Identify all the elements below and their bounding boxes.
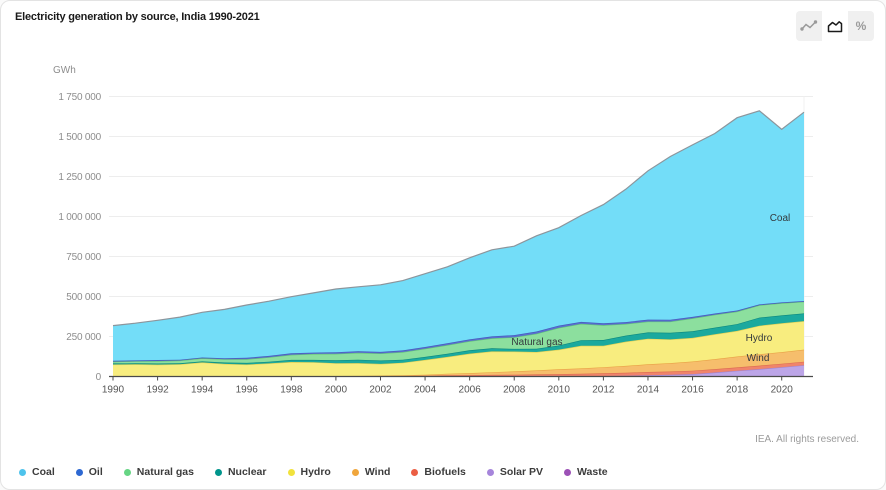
legend-item-nuclear[interactable]: Nuclear bbox=[214, 466, 267, 478]
y-tick-label: 1 500 000 bbox=[58, 132, 101, 143]
legend-label: Wind bbox=[364, 466, 391, 478]
x-tick-label: 1996 bbox=[236, 385, 259, 396]
y-tick-label: 750 000 bbox=[66, 252, 101, 263]
x-tick-label: 2010 bbox=[548, 385, 571, 396]
x-tick-label: 2014 bbox=[637, 385, 660, 396]
legend-item-solar-pv[interactable]: Solar PV bbox=[486, 466, 544, 478]
percent-button[interactable]: % bbox=[848, 11, 874, 41]
chart-legend: Coal Oil Natural gas Nuclear Hydro Wind Biofue… bbox=[19, 466, 608, 478]
legend-item-hydro[interactable]: Hydro bbox=[287, 466, 331, 478]
legend-item-biofuels[interactable]: Biofuels bbox=[411, 466, 466, 478]
x-tick-label: 2006 bbox=[459, 385, 482, 396]
solar-pv-legend-dot bbox=[486, 468, 494, 476]
area-chart-button[interactable] bbox=[822, 11, 848, 41]
legend-item-oil[interactable]: Oil bbox=[75, 466, 103, 478]
line-chart-button[interactable] bbox=[796, 11, 822, 41]
y-tick-label: 1 750 000 bbox=[58, 92, 101, 103]
x-tick-label: 2004 bbox=[414, 385, 437, 396]
stacked-area-chart[interactable]: 0 250 000 500 000 750 000 1 000 000 1 250 000… bbox=[1, 1, 886, 461]
legend-label: Waste bbox=[577, 466, 608, 478]
area-chart-icon bbox=[827, 21, 843, 33]
x-tick-label: 1990 bbox=[102, 385, 125, 396]
chart-mode-toolbar: % bbox=[796, 11, 874, 41]
x-tick-label: 2016 bbox=[681, 385, 704, 396]
page-title: Electricity generation by source, India … bbox=[15, 11, 260, 23]
wind-legend-dot bbox=[351, 468, 359, 476]
legend-label: Oil bbox=[88, 466, 103, 478]
copyright-note: IEA. All rights reserved. bbox=[755, 434, 859, 445]
x-tick-label: 1994 bbox=[191, 385, 214, 396]
legend-item-wind[interactable]: Wind bbox=[351, 466, 391, 478]
y-tick-label: 1 000 000 bbox=[58, 212, 101, 223]
legend-label: Coal bbox=[32, 466, 55, 478]
x-tick-label: 2012 bbox=[592, 385, 615, 396]
y-axis-unit-label: GWh bbox=[53, 65, 76, 76]
y-tick-label: 250 000 bbox=[66, 332, 101, 343]
legend-label: Biofuels bbox=[424, 466, 466, 478]
series-label-wind: Wind bbox=[747, 353, 770, 364]
y-tick-label: 1 250 000 bbox=[58, 172, 101, 183]
biofuels-legend-dot bbox=[411, 468, 419, 476]
natural-gas-legend-dot bbox=[123, 468, 131, 476]
percent-icon: % bbox=[855, 19, 867, 33]
oil-legend-dot bbox=[75, 468, 83, 476]
edge-coal bbox=[112, 110, 805, 327]
y-tick-label: 500 000 bbox=[66, 292, 101, 303]
series-label-coal: Coal bbox=[770, 213, 791, 224]
legend-label: Solar PV bbox=[499, 466, 544, 478]
x-tick-label: 1998 bbox=[280, 385, 303, 396]
area-solar-pv bbox=[113, 365, 804, 377]
x-tick-label: 1992 bbox=[146, 385, 169, 396]
coal-legend-dot bbox=[19, 468, 26, 476]
y-tick-label: 0 bbox=[96, 372, 102, 383]
legend-item-coal[interactable]: Coal bbox=[19, 466, 55, 478]
nuclear-legend-dot bbox=[214, 468, 222, 476]
legend-label: Natural gas bbox=[136, 466, 194, 478]
area-natural-gas bbox=[113, 301, 804, 364]
x-tick-label: 2000 bbox=[325, 385, 348, 396]
series-label-natural-gas: Natural gas bbox=[511, 337, 562, 348]
legend-item-natural-gas[interactable]: Natural gas bbox=[123, 466, 194, 478]
waste-legend-dot bbox=[564, 468, 572, 476]
x-tick-label: 2008 bbox=[503, 385, 526, 396]
area-wind bbox=[113, 349, 804, 377]
area-nuclear bbox=[113, 313, 804, 365]
series-label-hydro: Hydro bbox=[746, 333, 773, 344]
x-tick-label: 2002 bbox=[369, 385, 392, 396]
legend-label: Nuclear bbox=[227, 466, 267, 478]
legend-item-waste[interactable]: Waste bbox=[564, 466, 608, 478]
x-tick-label: 2018 bbox=[726, 385, 749, 396]
hydro-legend-dot bbox=[287, 468, 295, 476]
legend-label: Hydro bbox=[300, 466, 331, 478]
line-chart-icon bbox=[800, 20, 818, 31]
x-tick-label: 2020 bbox=[771, 385, 794, 396]
